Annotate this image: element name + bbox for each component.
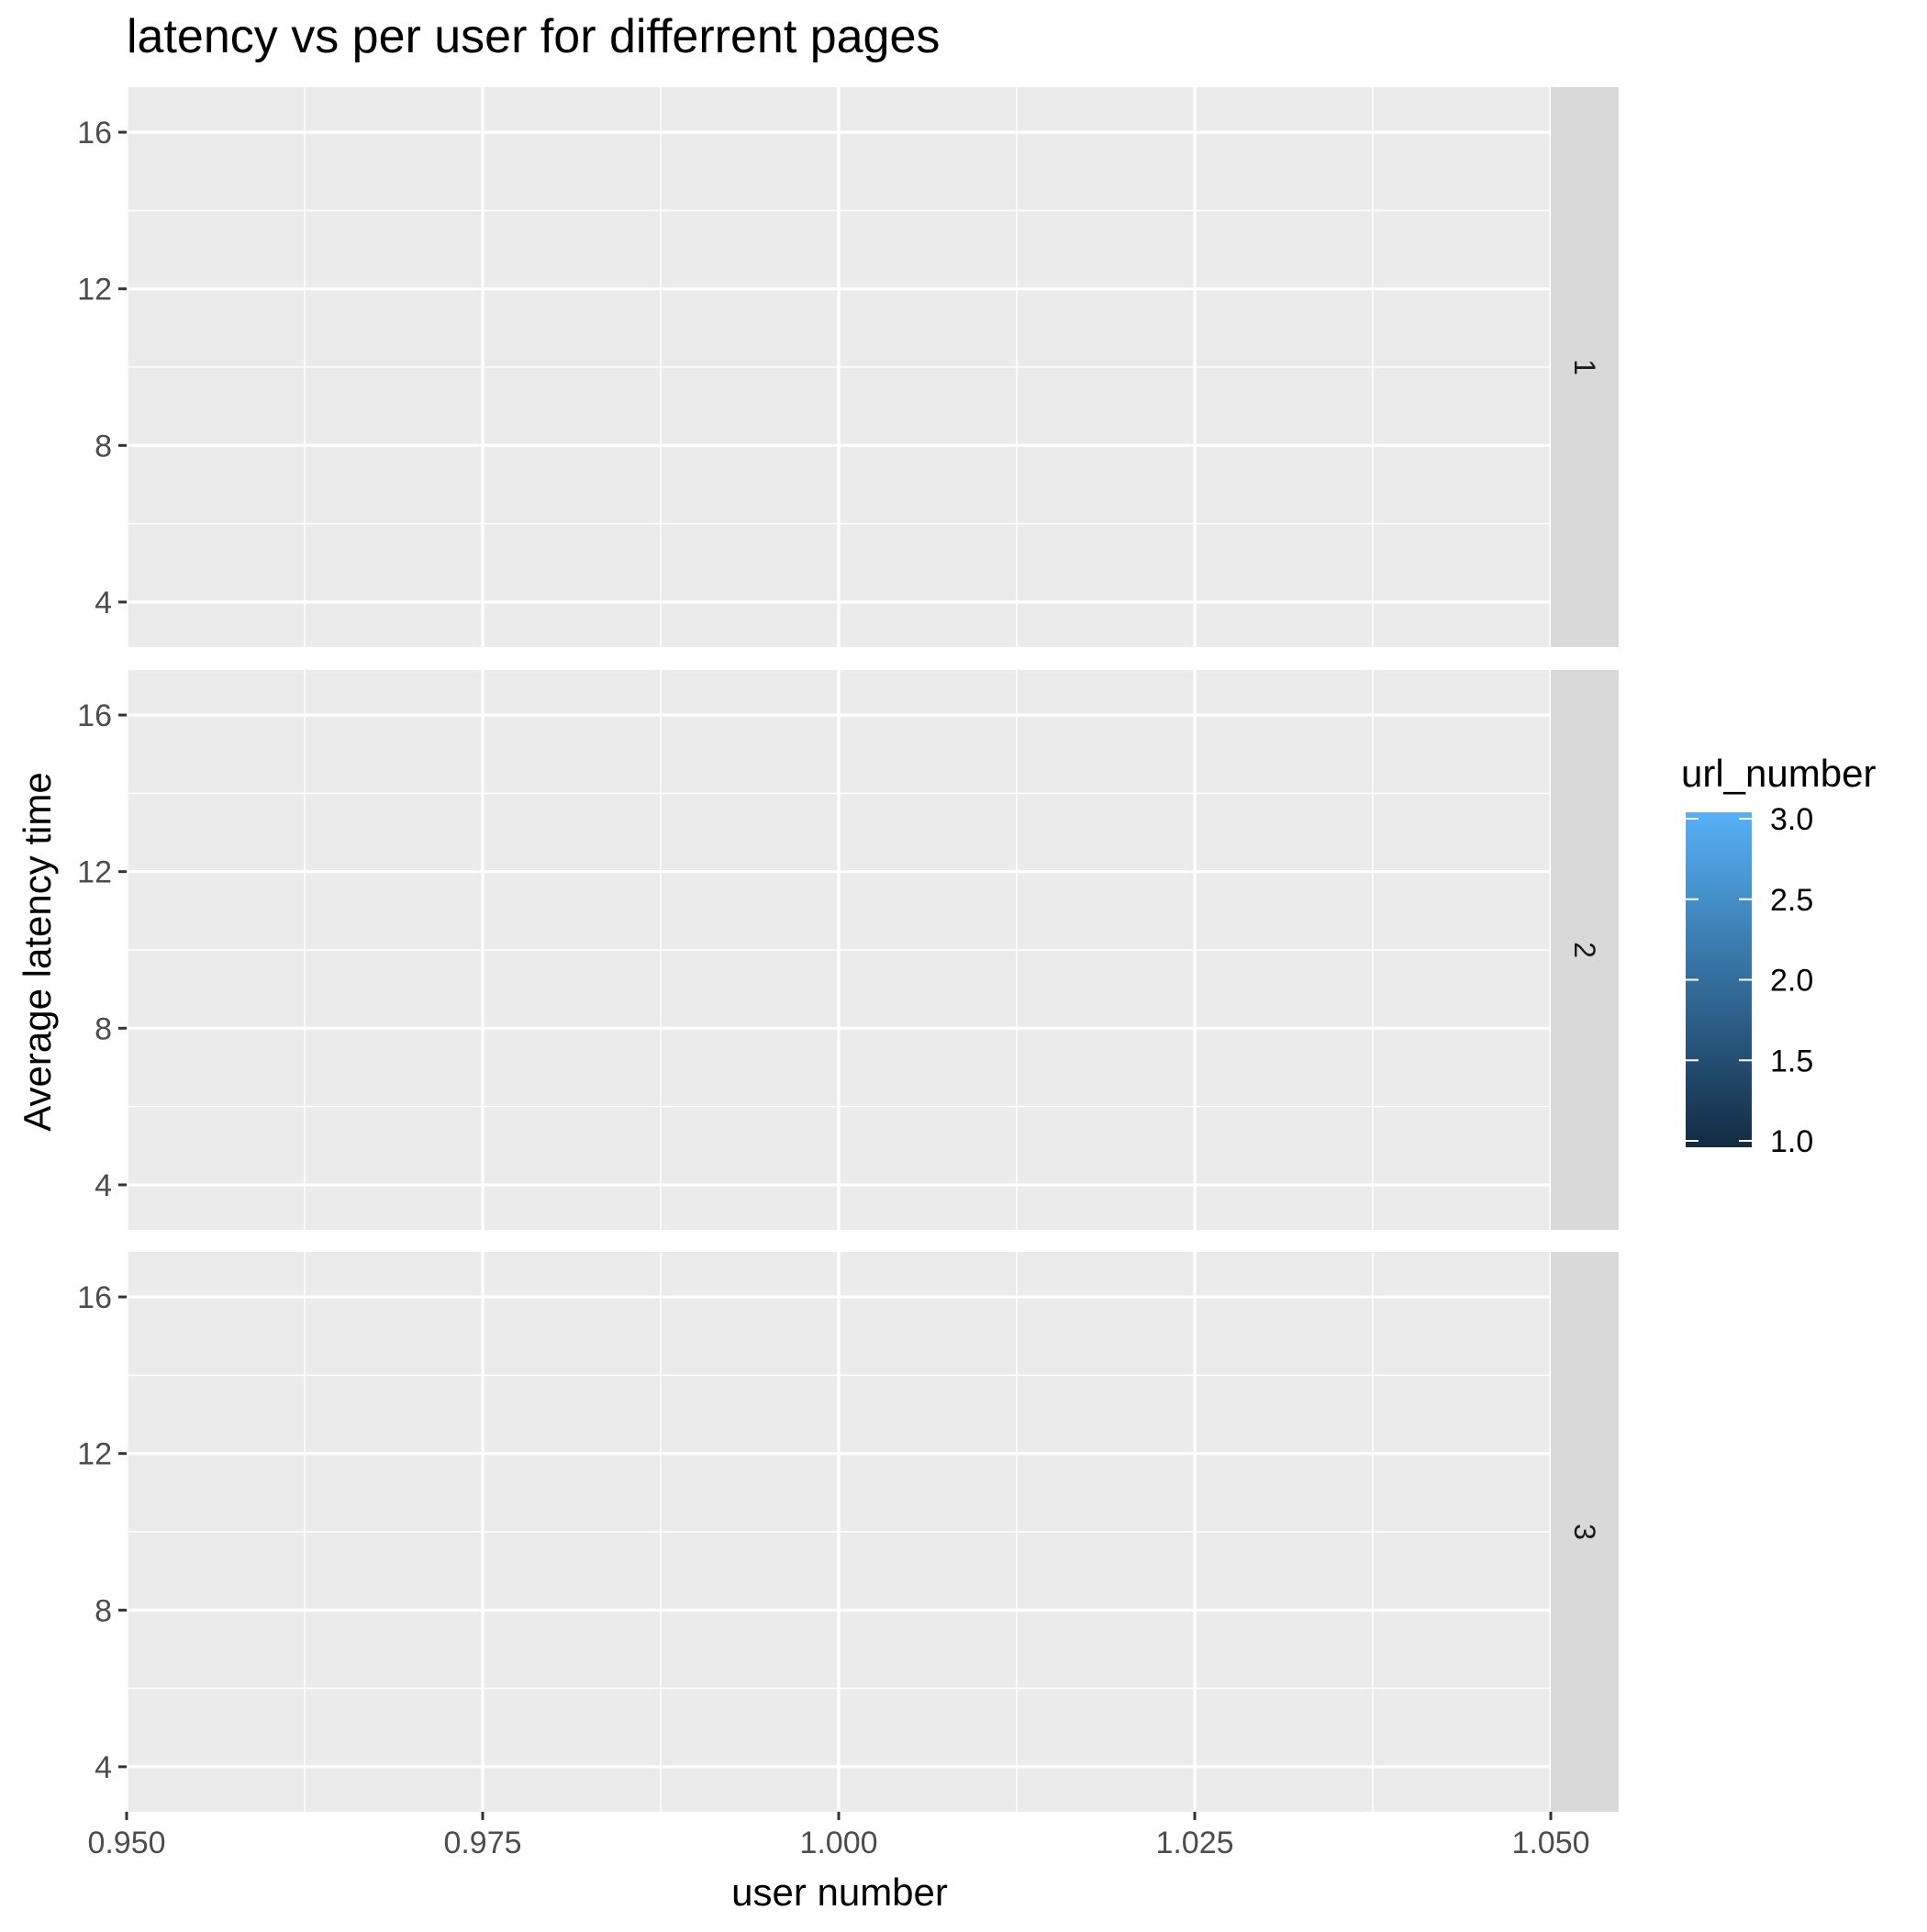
y-tick-label: 4	[95, 1750, 112, 1785]
facet-panel-3: 4 8 12 16 3	[77, 1252, 1619, 1812]
x-tick-label: 1.025	[1155, 1826, 1233, 1860]
y-tick-label: 8	[95, 1593, 112, 1628]
facet-panel-2: 4 8 12 16 2	[77, 670, 1619, 1230]
facet-strip	[1551, 670, 1619, 1230]
colorbar-label: 3.0	[1770, 802, 1813, 837]
y-axis-title: Average latency time	[16, 772, 59, 1131]
colorbar-label: 1.0	[1770, 1124, 1813, 1159]
legend-title: url_number	[1681, 752, 1876, 795]
x-tick-label: 0.975	[443, 1826, 521, 1860]
facet-strip-label: 3	[1568, 1524, 1601, 1540]
y-tick-label: 4	[95, 1168, 112, 1203]
x-axis-title: user number	[731, 1871, 948, 1914]
facet-strip-label: 1	[1568, 359, 1601, 375]
y-tick-label: 8	[95, 429, 112, 463]
y-tick-label: 16	[77, 698, 112, 733]
x-axis: 0.950 0.975 1.000 1.025 1.050	[87, 1812, 1590, 1860]
x-tick-label: 1.050	[1511, 1826, 1589, 1860]
x-tick-label: 1.000	[799, 1826, 877, 1860]
colorbar-label: 2.5	[1770, 883, 1813, 918]
chart-title: latency vs per user for differrent pages	[127, 10, 940, 63]
facet-strip	[1551, 87, 1619, 647]
y-tick-label: 4	[95, 586, 112, 620]
facet-strip	[1551, 1252, 1619, 1812]
facet-strip-label: 2	[1568, 942, 1601, 958]
y-tick-label: 16	[77, 116, 112, 151]
x-tick-label: 0.950	[87, 1826, 165, 1860]
y-tick-label: 8	[95, 1011, 112, 1046]
y-tick-label: 12	[77, 855, 112, 890]
colorbar-label: 1.5	[1770, 1044, 1813, 1078]
facet-panel-1: 4 8 12 16 1	[77, 87, 1619, 647]
y-tick-label: 12	[77, 1437, 112, 1472]
legend: 3.0 2.5 2.0 1.5 1.0	[1686, 802, 1813, 1159]
colorbar-label: 2.0	[1770, 964, 1813, 999]
y-tick-label: 12	[77, 273, 112, 307]
facet-panels: 4 8 12 16 1 4 8 12 16 2 4 8 12 16 3	[77, 87, 1619, 1812]
y-tick-label: 16	[77, 1280, 112, 1315]
